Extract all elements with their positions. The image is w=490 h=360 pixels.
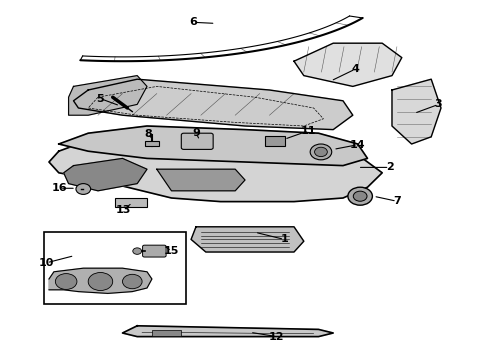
Circle shape: [310, 144, 332, 160]
Polygon shape: [64, 158, 147, 191]
Text: 1: 1: [280, 234, 288, 244]
Text: 15: 15: [164, 246, 179, 256]
Text: 11: 11: [301, 126, 317, 136]
Text: 13: 13: [116, 205, 131, 215]
Circle shape: [133, 248, 142, 254]
Polygon shape: [294, 43, 402, 86]
Text: 7: 7: [393, 196, 401, 206]
Text: 3: 3: [435, 99, 442, 109]
Circle shape: [353, 191, 367, 201]
Polygon shape: [392, 79, 441, 144]
Text: 5: 5: [97, 94, 104, 104]
Bar: [115, 198, 147, 207]
Bar: [152, 330, 181, 336]
Text: 6: 6: [190, 17, 197, 27]
Bar: [44, 232, 186, 304]
Polygon shape: [49, 268, 152, 293]
Text: 2: 2: [386, 162, 393, 172]
Circle shape: [348, 187, 372, 205]
Text: 16: 16: [52, 183, 68, 193]
Bar: [145, 141, 159, 146]
Text: 10: 10: [39, 258, 54, 268]
Text: 9: 9: [192, 128, 200, 138]
Text: 14: 14: [350, 140, 366, 150]
Polygon shape: [49, 130, 382, 202]
FancyBboxPatch shape: [181, 133, 213, 149]
FancyBboxPatch shape: [143, 245, 166, 257]
Circle shape: [122, 274, 142, 289]
Polygon shape: [74, 79, 353, 130]
Circle shape: [55, 274, 77, 289]
Polygon shape: [69, 76, 147, 115]
Text: 12: 12: [269, 332, 285, 342]
Bar: [265, 136, 285, 146]
Text: 8: 8: [144, 129, 152, 139]
Circle shape: [88, 273, 113, 291]
Polygon shape: [59, 126, 368, 166]
Text: 4: 4: [351, 64, 359, 74]
Circle shape: [76, 184, 91, 194]
Polygon shape: [157, 169, 245, 191]
Polygon shape: [122, 326, 333, 337]
Polygon shape: [191, 227, 304, 252]
Circle shape: [315, 147, 327, 157]
